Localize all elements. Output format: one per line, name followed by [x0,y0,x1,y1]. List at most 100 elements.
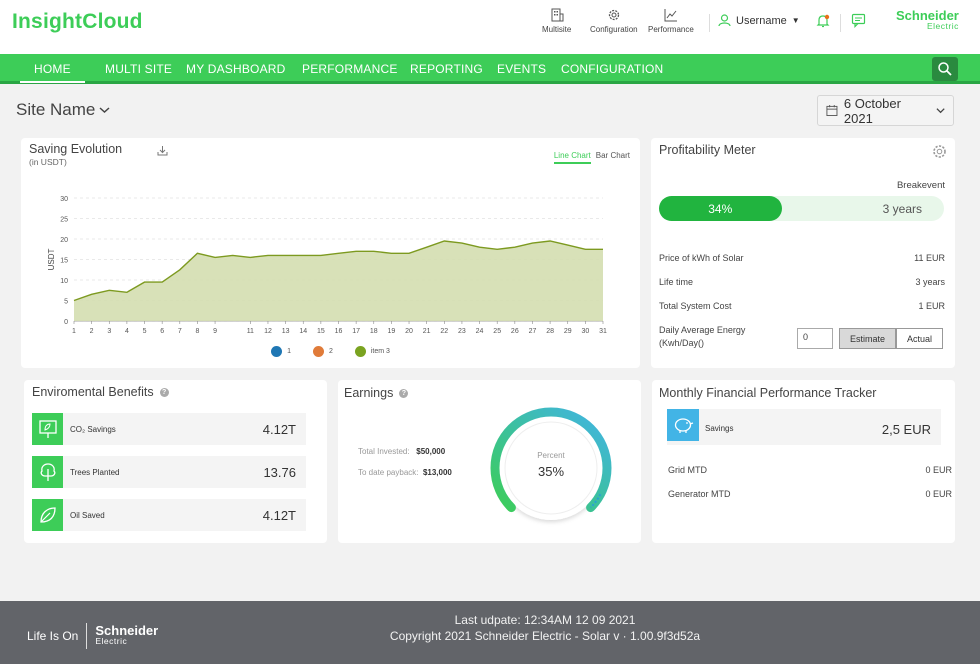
trees-planted-row: Trees Planted 13.76 [32,456,306,488]
grid-mtd-row: Grid MTD 0 EUR [668,465,952,475]
notifications-button[interactable] [815,13,831,34]
total-invested-value: $50,000 [416,447,446,456]
x-tick-label: 15 [317,328,325,335]
legend-label: 2 [328,348,333,355]
price-kwh-row: Price of kWh of Solar 11 EUR [659,253,945,263]
y-tick-label: 5 [64,299,68,306]
profitability-settings-button[interactable] [932,144,947,164]
nav-performance[interactable]: PERFORMANCE [302,62,398,76]
schneider-logo: Schneider Electric [896,8,959,32]
payback-value: $13,000 [422,468,452,477]
chart-legend: 1 2 item 3 [21,346,640,357]
row-value: 3 years [915,277,945,287]
gauge-value: 35% [537,464,565,479]
gauge-marker [589,493,602,509]
trees-planted-label: Trees Planted [70,468,120,477]
row-value: 1 EUR [918,301,945,311]
actual-button[interactable]: Actual [896,328,943,349]
configuration-button[interactable]: Configuration [590,8,638,34]
bell-icon [816,14,830,28]
row-label: Life time [659,277,694,287]
x-tick-label: 6 [160,328,164,335]
x-tick-label: 20 [405,328,413,335]
x-tick-label: 16 [335,328,343,335]
site-name-label: Site Name [16,100,96,119]
environmental-benefits-card: Enviromental Benefits? CO₂ Savings 4.12T… [24,380,327,543]
x-tick-label: 27 [529,328,537,335]
row-label: Generator MTD [668,489,731,499]
messages-button[interactable] [851,13,866,33]
env-title-text: Enviromental Benefits [32,385,154,399]
x-tick-label: 24 [476,328,484,335]
daily-energy-label-1: Daily Average Energy [659,325,746,335]
nav-events[interactable]: EVENTS [497,62,547,76]
legend-label: item 3 [370,348,390,355]
schneider-logo-sub: Electric [926,21,959,31]
legend-item-3[interactable]: item 3 [354,346,390,357]
footer-tagline: Life Is On [27,629,79,643]
multisite-button[interactable]: Multisite [542,8,571,34]
gear-icon [608,9,619,21]
footer-logo-sub: Electric [95,636,128,646]
x-tick-label: 31 [599,328,607,335]
savings-row: Savings 2,5 EUR [667,409,941,445]
legend-item-2[interactable]: 2 [312,346,333,357]
saving-evolution-subtitle: (in USDT) [29,157,67,167]
payback-label: To date payback: [358,468,419,477]
date-label: 6 October 2021 [843,95,901,126]
caret-down-icon: ▼ [791,16,800,25]
breakeven-years: 3 years [882,202,922,216]
nav-multi-site[interactable]: MULTI SITE [105,62,173,76]
y-tick-label: 15 [60,258,68,265]
x-tick-label: 23 [458,328,466,335]
building-icon [551,8,564,22]
estimate-button[interactable]: Estimate [839,328,896,349]
nav-home[interactable]: HOME [20,62,85,83]
legend-item-1[interactable]: 1 [271,346,291,357]
y-axis-label: USDT [47,249,56,271]
breakeven-label: Breakevent [896,180,945,191]
x-tick-label: 19 [388,328,396,335]
performance-button[interactable]: Performance [648,8,694,34]
footer: Life Is On Schneider Electric Last udpate… [0,601,980,664]
search-icon [938,62,952,76]
environmental-benefits-title: Enviromental Benefits? [32,385,169,399]
tab-bar-chart[interactable]: Bar Chart [595,151,630,160]
info-icon[interactable]: ? [399,389,409,399]
x-tick-label: 12 [264,328,272,335]
brand-logo[interactable]: InsightCloud [12,10,143,33]
info-icon[interactable]: ? [159,388,169,398]
schneider-logo-name: Schneider [896,8,959,23]
x-tick-label: 5 [143,328,147,335]
multisite-label: Multisite [542,25,572,34]
nav-configuration[interactable]: CONFIGURATION [561,62,664,76]
co2-savings-value: 4.12T [262,422,296,437]
user-menu[interactable]: Username ▼ [718,14,800,27]
row-value: 0 EUR [925,489,952,499]
x-tick-label: 3 [107,328,111,335]
legend-label: 1 [287,348,291,355]
nav-my-dashboard[interactable]: MY DASHBOARD [186,62,286,76]
earnings-gauge [490,407,612,520]
date-picker[interactable]: 6 October 2021 [817,95,954,126]
earnings-title-text: Earnings [344,386,394,400]
nav-search-button[interactable] [932,57,958,81]
chart-icon [664,9,677,22]
co2-savings-label: CO₂ Savings [70,425,116,434]
x-tick-label: 13 [282,328,290,335]
tab-line-chart[interactable]: Line Chart [553,151,591,164]
username-label: Username [736,14,787,27]
total-invested-label: Total Invested: [358,447,410,456]
site-selector[interactable]: Site Name [16,100,110,120]
footer-schneider-logo: Schneider Electric [95,624,158,647]
configuration-label: Configuration [590,25,638,34]
x-tick-label: 28 [546,328,554,335]
legend-dot [312,346,324,357]
x-tick-label: 7 [178,328,182,335]
daily-energy-label-2: (Kwh/Day() [659,338,705,348]
daily-energy-label: Daily Average Energy (Kwh/Day() [659,324,745,350]
download-button[interactable] [157,143,168,161]
daily-energy-input[interactable]: 0 [797,328,833,349]
generator-mtd-row: Generator MTD 0 EUR [668,489,952,499]
nav-reporting[interactable]: REPORTING [410,62,483,76]
